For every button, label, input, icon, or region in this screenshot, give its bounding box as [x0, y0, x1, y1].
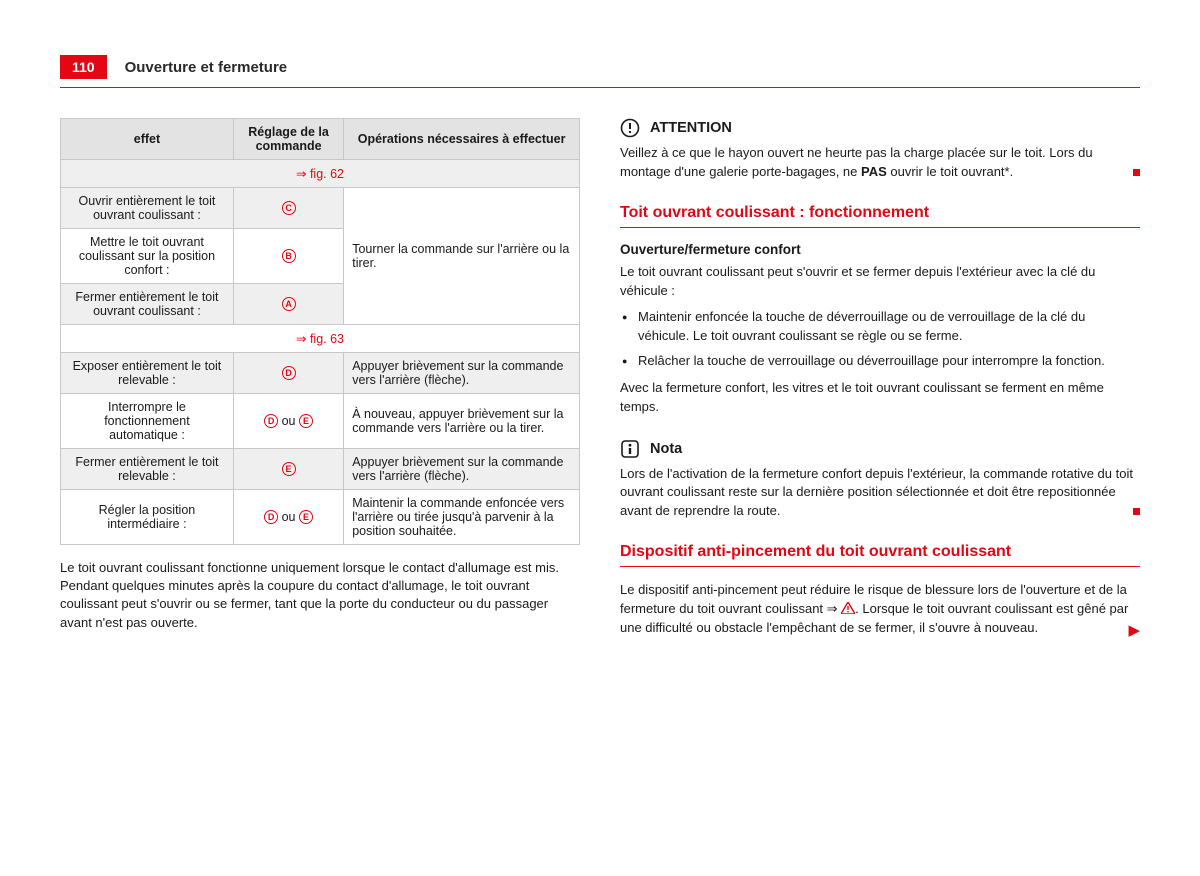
cell-ctrl: D: [233, 353, 343, 394]
attention-text-post: ouvrir le toit ouvrant*.: [887, 164, 1013, 179]
left-column: effet Réglage de la commande Opérations …: [60, 118, 580, 660]
cell-ctrl: C: [233, 188, 343, 229]
cell-op: À nouveau, appuyer brièvement sur la com…: [344, 394, 580, 449]
attention-bold: PAS: [861, 164, 887, 179]
fig-62-link: ⇒ fig. 62: [296, 167, 344, 181]
nota-label: Nota: [650, 441, 682, 457]
attention-icon: [620, 118, 640, 138]
fig-63-row: ⇒ fig. 63: [61, 325, 580, 353]
cell-ctrl: E: [233, 449, 343, 490]
cell-op: Appuyer brièvement sur la commande vers …: [344, 449, 580, 490]
circled-e-icon: E: [282, 462, 296, 476]
attention-text-pre: Veillez à ce que le hayon ouvert ne heur…: [620, 145, 1093, 179]
attention-block: ATTENTION Veillez à ce que le hayon ouve…: [620, 118, 1140, 182]
circled-b-icon: B: [282, 249, 296, 263]
cell-effect: Fermer entièrement le toit relevable :: [61, 449, 234, 490]
bullet-list: Maintenir enfoncée la touche de déverrou…: [620, 308, 1140, 371]
left-body-paragraph: Le toit ouvrant coulissant fonctionne un…: [60, 559, 580, 632]
cell-effect: Exposer entièrement le toit relevable :: [61, 353, 234, 394]
subheading: Ouverture/fermeture confort: [620, 242, 1140, 257]
section-antipincement: Dispositif anti-pincement du toit ouvran…: [620, 543, 1140, 638]
section-title: Toit ouvrant coulissant : fonctionnement: [620, 204, 1140, 228]
nota-body: Lors de l'activation de la fermeture con…: [620, 465, 1140, 522]
cell-effect: Interrompre le fonctionnement automatiqu…: [61, 394, 234, 449]
cell-effect: Fermer entièrement le toit ouvrant couli…: [61, 284, 234, 325]
outro-para: Avec la fermeture confort, les vitres et…: [620, 379, 1140, 417]
cell-ctrl: A: [233, 284, 343, 325]
circled-d-icon: D: [282, 366, 296, 380]
circled-d-icon: D: [264, 414, 278, 428]
circled-e-icon: E: [299, 414, 313, 428]
operations-table: effet Réglage de la commande Opérations …: [60, 118, 580, 545]
nota-text: Lors de l'activation de la fermeture con…: [620, 466, 1133, 519]
intro-para: Le toit ouvrant coulissant peut s'ouvrir…: [620, 263, 1140, 301]
cell-op-shared: Tourner la commande sur l'arrière ou la …: [344, 188, 580, 325]
end-square-icon: [1133, 508, 1140, 515]
th-control: Réglage de la commande: [233, 119, 343, 160]
cell-op: Appuyer brièvement sur la commande vers …: [344, 353, 580, 394]
cell-effect: Ouvrir entièrement le toit ouvrant couli…: [61, 188, 234, 229]
page-header: 110 Ouverture et fermeture: [60, 55, 1140, 79]
fig-62-row: ⇒ fig. 62: [61, 160, 580, 188]
cell-ctrl: D ou E: [233, 490, 343, 545]
cell-effect: Régler la position intermédiaire :: [61, 490, 234, 545]
nota-block: Nota Lors de l'activation de la fermetur…: [620, 439, 1140, 522]
ou-text: ou: [278, 414, 299, 428]
th-ops: Opérations nécessaires à effectuer: [344, 119, 580, 160]
end-square-icon: [1133, 169, 1140, 176]
cell-ctrl: D ou E: [233, 394, 343, 449]
continue-arrow-icon: ▶: [1128, 623, 1140, 638]
circled-e-icon: E: [299, 510, 313, 524]
attention-body: Veillez à ce que le hayon ouvert ne heur…: [620, 144, 1140, 182]
section2-body: Le dispositif anti-pincement peut réduir…: [620, 581, 1140, 638]
cell-effect: Mettre le toit ouvrant coulissant sur la…: [61, 229, 234, 284]
warning-triangle-icon: [841, 601, 855, 616]
two-column-layout: effet Réglage de la commande Opérations …: [60, 118, 1140, 660]
cell-op: Maintenir la commande enfoncée vers l'ar…: [344, 490, 580, 545]
attention-label: ATTENTION: [650, 120, 732, 136]
section-fonctionnement: Toit ouvrant coulissant : fonctionnement…: [620, 204, 1140, 417]
list-item: Maintenir enfoncée la touche de déverrou…: [622, 308, 1140, 346]
list-item: Relâcher la touche de verrouillage ou dé…: [622, 352, 1140, 371]
header-rule: [60, 87, 1140, 88]
section-title: Dispositif anti-pincement du toit ouvran…: [620, 543, 1140, 567]
th-effect: effet: [61, 119, 234, 160]
circled-d-icon: D: [264, 510, 278, 524]
circled-a-icon: A: [282, 297, 296, 311]
chapter-title: Ouverture et fermeture: [125, 59, 288, 76]
page-number: 110: [60, 55, 107, 79]
right-column: ATTENTION Veillez à ce que le hayon ouve…: [620, 118, 1140, 660]
circled-c-icon: C: [282, 201, 296, 215]
cell-ctrl: B: [233, 229, 343, 284]
ou-text: ou: [278, 510, 299, 524]
fig-63-link: ⇒ fig. 63: [296, 332, 344, 346]
info-icon: [620, 439, 640, 459]
